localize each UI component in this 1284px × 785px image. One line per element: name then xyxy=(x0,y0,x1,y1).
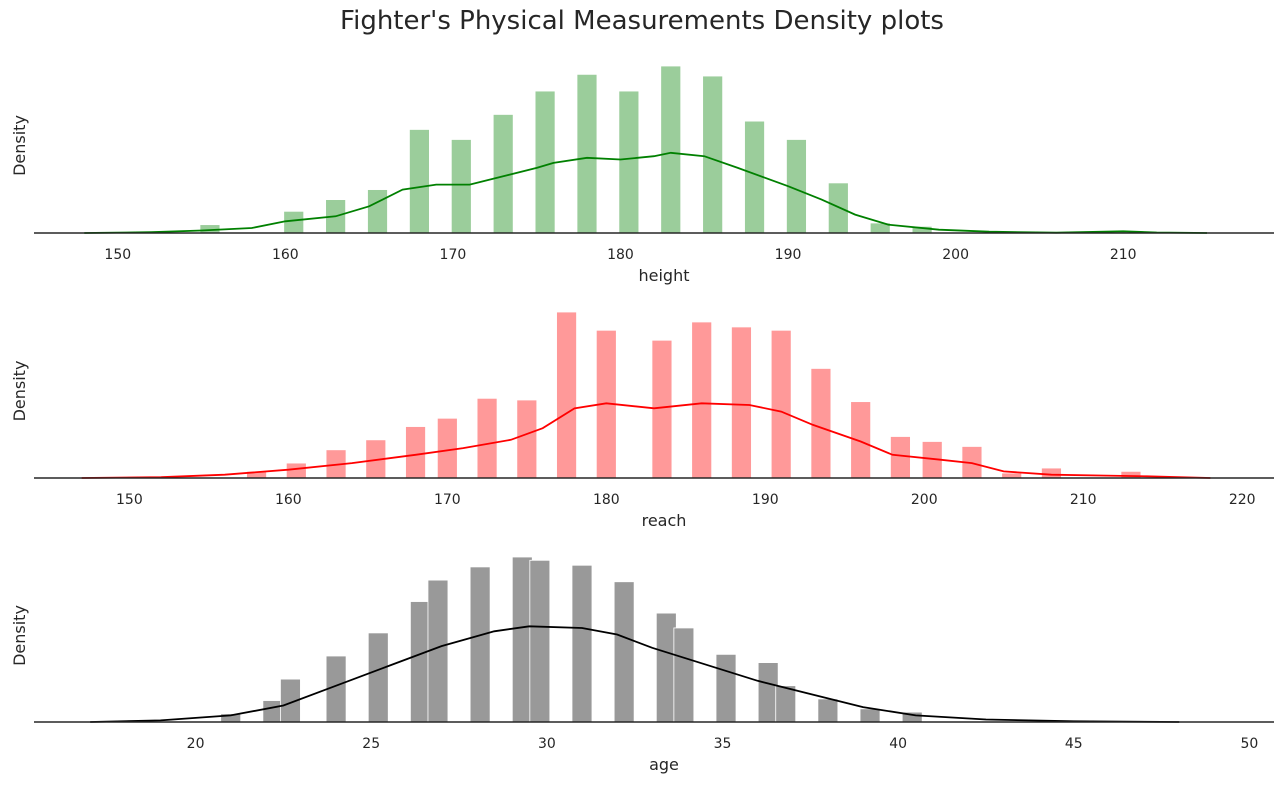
height-tick-label-3: 180 xyxy=(607,247,634,263)
reach-bar-19 xyxy=(1001,472,1023,479)
age-bar-8 xyxy=(511,556,533,723)
height-tick-label-4: 190 xyxy=(775,247,802,263)
reach-tick-label-3: 180 xyxy=(593,492,620,508)
height-x-axis-label: height xyxy=(639,266,690,285)
reach-tick-label-6: 210 xyxy=(1070,492,1097,508)
reach-bar-11 xyxy=(691,321,713,479)
age-tick-label-6: 50 xyxy=(1240,736,1258,752)
reach-bar-4 xyxy=(405,426,426,479)
height-bar-3 xyxy=(367,189,388,234)
age-tick-label-4: 40 xyxy=(889,736,907,752)
reach-bar-12 xyxy=(731,326,752,479)
age-bar-13 xyxy=(673,627,695,723)
height-bar-5 xyxy=(450,139,472,234)
age-bar-17 xyxy=(817,698,839,723)
reach-bar-1 xyxy=(285,462,307,479)
age-bar-12 xyxy=(655,612,677,723)
height-bar-9 xyxy=(618,90,640,234)
height-bar-4 xyxy=(409,129,430,234)
reach-bar-5 xyxy=(436,417,458,479)
age-tick-label-1: 25 xyxy=(362,736,380,752)
age-bar-9 xyxy=(529,559,551,723)
age-tick-label-2: 30 xyxy=(538,736,556,752)
height-tick-label-1: 160 xyxy=(272,247,299,263)
age-bar-7 xyxy=(469,566,491,723)
reach-bar-7 xyxy=(516,399,538,479)
reach-bar-13 xyxy=(770,329,792,479)
age-bar-4 xyxy=(367,632,389,723)
reach-tick-label-2: 170 xyxy=(434,492,461,508)
reach-bar-20 xyxy=(1041,467,1062,479)
reach-bar-16 xyxy=(890,436,911,479)
height-bar-0 xyxy=(199,224,221,234)
age-tick-label-5: 45 xyxy=(1065,736,1083,752)
reach-bar-6 xyxy=(476,397,498,479)
age-bar-18 xyxy=(859,708,881,723)
reach-tick-label-0: 150 xyxy=(116,492,143,508)
age-tick-label-3: 35 xyxy=(714,736,732,752)
reach-bar-10 xyxy=(651,339,673,479)
reach-bar-14 xyxy=(810,368,832,479)
height-tick-label-5: 200 xyxy=(942,247,969,263)
age-bar-15 xyxy=(757,662,779,723)
reach-y-axis-label: Density xyxy=(10,361,29,422)
height-kde-line xyxy=(84,151,1208,234)
age-bar-6 xyxy=(427,579,449,723)
age-x-axis-label: age xyxy=(649,755,679,774)
height-tick-label-6: 210 xyxy=(1110,247,1137,263)
height-bar-7 xyxy=(534,90,556,234)
reach-kde-line xyxy=(81,402,1211,479)
reach-tick-label-4: 190 xyxy=(752,492,779,508)
reach-x-axis-label: reach xyxy=(642,511,687,530)
age-bar-14 xyxy=(715,653,737,723)
height-tick-label-0: 150 xyxy=(104,247,131,263)
age-tick-label-0: 20 xyxy=(187,736,205,752)
reach-tick-label-5: 200 xyxy=(911,492,938,508)
height-y-axis-label: Density xyxy=(10,115,29,176)
age-bar-16 xyxy=(775,685,797,723)
age-bar-11 xyxy=(613,581,635,723)
reach-tick-label-1: 160 xyxy=(275,492,302,508)
height-bar-8 xyxy=(576,73,598,234)
age-bar-5 xyxy=(410,601,431,723)
reach-tick-label-7: 220 xyxy=(1229,492,1256,508)
height-bar-1 xyxy=(283,210,305,234)
height-tick-label-2: 170 xyxy=(440,247,467,263)
age-bar-1 xyxy=(262,700,284,723)
reach-bar-8 xyxy=(556,311,577,479)
height-bar-10 xyxy=(660,65,682,234)
chart-title: Fighter's Physical Measurements Density … xyxy=(340,6,944,36)
age-kde-line xyxy=(90,625,1180,723)
height-bar-11 xyxy=(702,75,724,234)
age-bar-10 xyxy=(571,564,593,723)
age-y-axis-label: Density xyxy=(10,605,29,666)
